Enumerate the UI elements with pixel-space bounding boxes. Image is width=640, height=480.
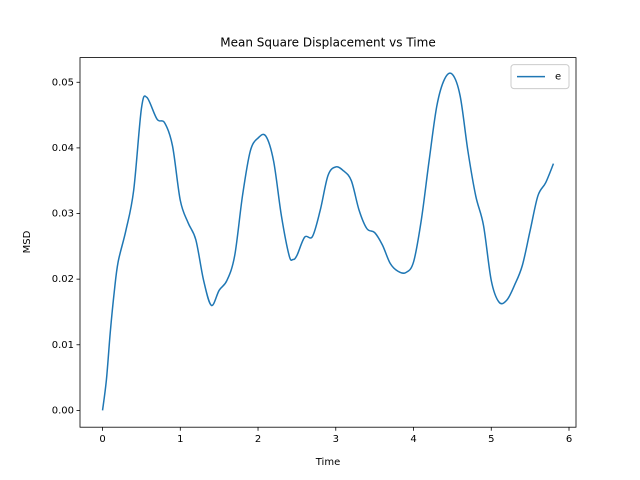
y-axis-label: MSD xyxy=(22,230,33,253)
legend-label: e xyxy=(555,72,561,83)
x-tick-label: 0 xyxy=(99,434,105,445)
x-axis-label: Time xyxy=(315,457,340,468)
x-tick-label: 4 xyxy=(410,434,416,445)
plot-frame xyxy=(79,57,577,428)
y-tick-label: 0.05 xyxy=(52,77,74,88)
y-tick-label: 0.03 xyxy=(52,209,74,220)
y-tick-label: 0.02 xyxy=(52,274,74,285)
y-tick-label: 0.00 xyxy=(52,405,74,416)
x-tick-label: 3 xyxy=(333,434,339,445)
data-line xyxy=(101,72,555,411)
x-tick-label: 6 xyxy=(566,434,572,445)
y-tick-label: 0.04 xyxy=(52,143,74,154)
x-tick-label: 5 xyxy=(488,434,494,445)
x-tick-label: 1 xyxy=(177,434,183,445)
chart-title: Mean Square Displacement vs Time xyxy=(220,36,435,50)
y-tick-label: 0.01 xyxy=(52,340,74,351)
x-tick-label: 2 xyxy=(255,434,261,445)
